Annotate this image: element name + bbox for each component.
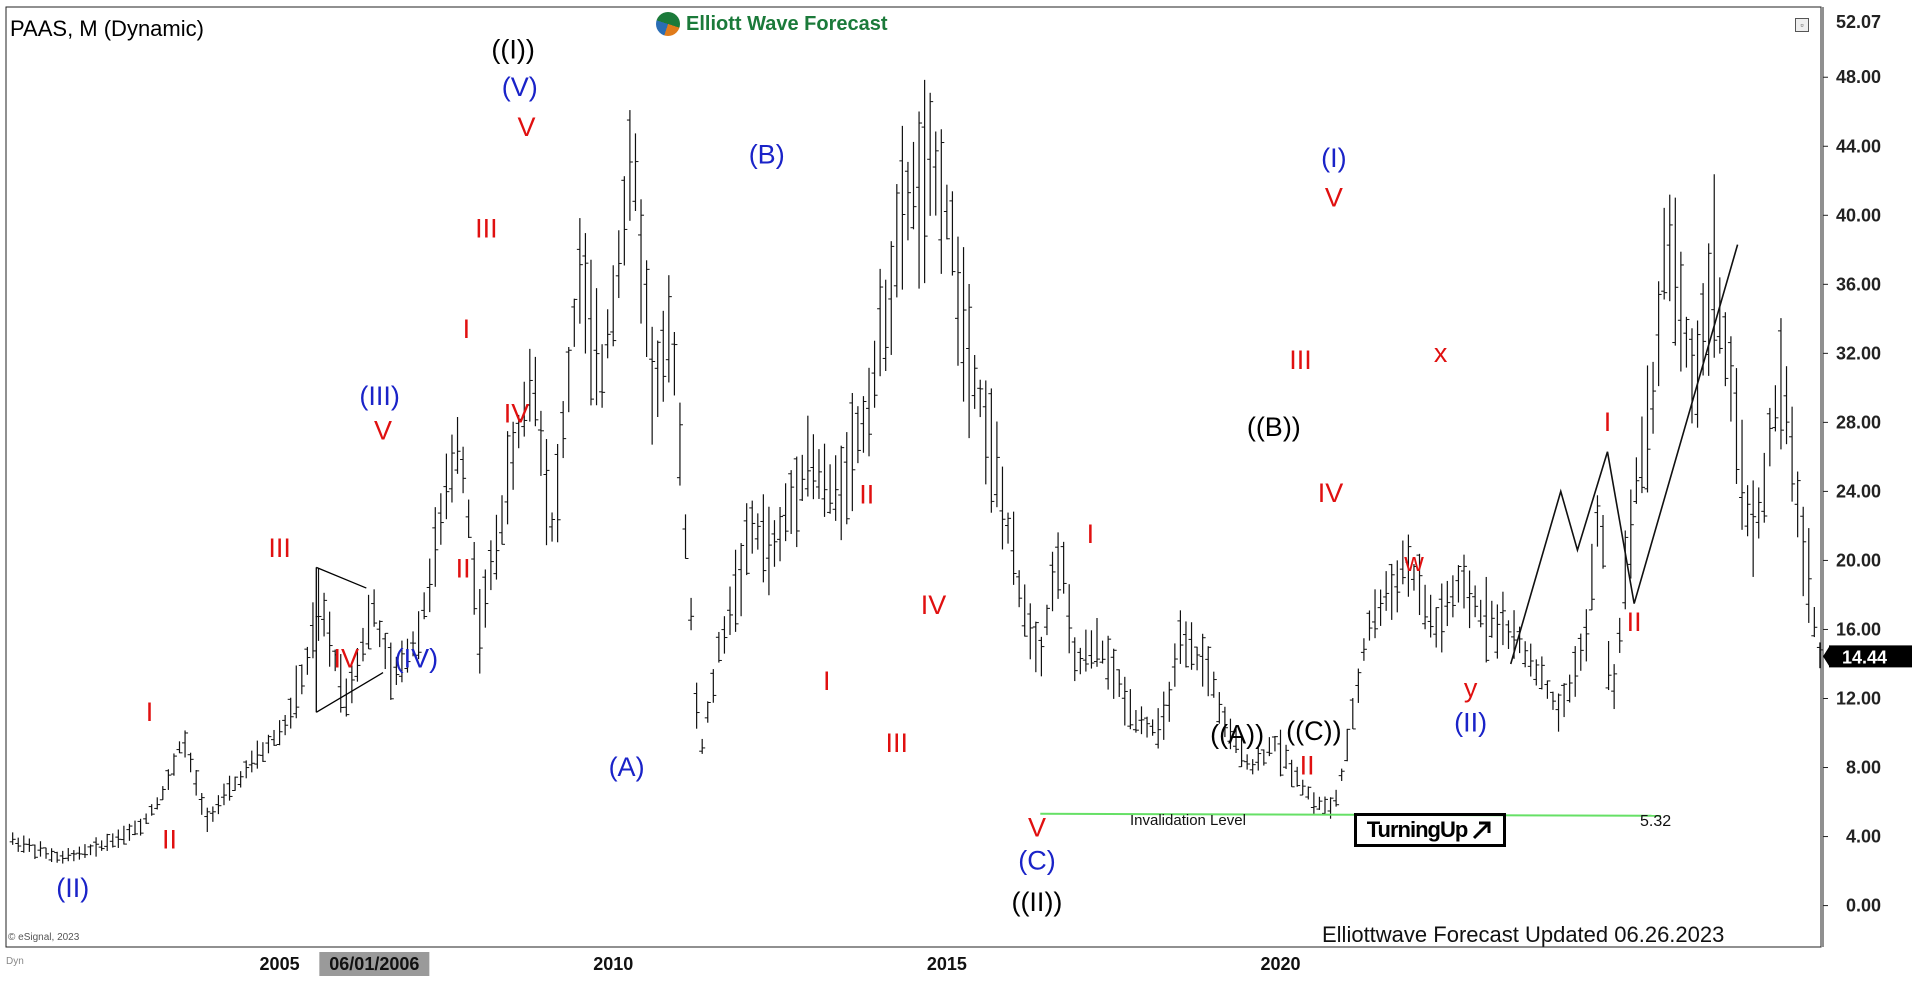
wave-label: II bbox=[1627, 607, 1642, 637]
wave-label: IV bbox=[334, 643, 360, 673]
invalidation-label: Invalidation Level bbox=[1130, 812, 1246, 829]
wave-label: (IV) bbox=[395, 643, 439, 673]
wave-label: (A) bbox=[609, 752, 645, 782]
wave-label: w bbox=[1403, 547, 1424, 577]
wave-label: (II) bbox=[1454, 707, 1487, 737]
wave-label: ((C)) bbox=[1286, 716, 1341, 746]
y-tick-label: 12.00 bbox=[1836, 688, 1881, 708]
last-price-label: 14.44 bbox=[1842, 647, 1887, 667]
wave-label: II bbox=[162, 825, 177, 855]
y-tick-label: 48.00 bbox=[1836, 67, 1881, 87]
wave-label: I bbox=[463, 314, 471, 344]
triangle-line bbox=[316, 566, 367, 589]
invalidation-line bbox=[1040, 812, 1661, 817]
y-tick-label: 4.00 bbox=[1846, 827, 1881, 847]
x-tick-label: 2010 bbox=[593, 954, 633, 974]
last-price-pointer bbox=[1823, 645, 1830, 668]
wave-label: II bbox=[456, 554, 471, 584]
invalidation-value: 5.32 bbox=[1640, 813, 1672, 830]
wave-label: II bbox=[859, 479, 874, 509]
brand-name: Elliott Wave Forecast bbox=[686, 12, 888, 35]
wave-label: III bbox=[886, 728, 909, 758]
wave-label: V bbox=[374, 416, 392, 446]
globe-logo-icon bbox=[656, 12, 680, 36]
x-tick-label: 2015 bbox=[927, 954, 967, 974]
wave-label: III bbox=[268, 533, 291, 563]
x-tick-label: 06/01/2006 bbox=[329, 954, 419, 974]
wave-label: (II) bbox=[56, 873, 89, 903]
wave-label: II bbox=[1300, 750, 1315, 780]
copyright-text: © eSignal, 2023 bbox=[8, 932, 80, 943]
wave-label: (I) bbox=[1321, 143, 1346, 173]
wave-label: x bbox=[1434, 338, 1448, 368]
chart-title: PAAS, M (Dynamic) bbox=[10, 16, 204, 41]
wave-label: ((B)) bbox=[1247, 412, 1301, 442]
last-price-badge bbox=[1829, 645, 1912, 668]
wave-label: (B) bbox=[749, 140, 785, 170]
y-tick-label: 36.00 bbox=[1836, 274, 1881, 294]
wave-label: V bbox=[1028, 813, 1046, 843]
wave-label: V bbox=[517, 112, 535, 142]
wave-label: (C) bbox=[1018, 845, 1055, 875]
x-tick-label: 2005 bbox=[260, 954, 300, 974]
wave-label: III bbox=[1289, 345, 1312, 375]
highlighted-tick-bg bbox=[319, 952, 430, 976]
wave-label: I bbox=[823, 666, 831, 696]
wave-label: ((I)) bbox=[491, 34, 534, 64]
wave-label: ((II)) bbox=[1011, 887, 1062, 917]
wave-label: III bbox=[475, 214, 498, 244]
wave-label: IV bbox=[921, 590, 947, 620]
dyn-indicator: Dyn bbox=[6, 956, 24, 967]
y-tick-label: 0.00 bbox=[1846, 896, 1881, 916]
turning-up-label: TurningUp bbox=[1366, 817, 1469, 842]
wave-label: V bbox=[1325, 183, 1343, 213]
y-tick-label: 28.00 bbox=[1836, 412, 1881, 432]
wave-label: IV bbox=[1318, 478, 1344, 508]
projection-path bbox=[1509, 244, 1739, 665]
top-value-label: 52.07 bbox=[1836, 12, 1881, 32]
brand-logo-block: Elliott Wave Forecast bbox=[656, 12, 888, 36]
y-tick-label: 44.00 bbox=[1836, 136, 1881, 156]
arrow-up-right-icon bbox=[1473, 821, 1491, 840]
y-tick-label: 24.00 bbox=[1836, 481, 1881, 501]
x-tick-label: 2020 bbox=[1260, 954, 1300, 974]
y-tick-label: 8.00 bbox=[1846, 758, 1881, 778]
wave-label: I bbox=[1087, 519, 1095, 549]
wave-label: (III) bbox=[359, 381, 400, 411]
y-tick-label: 20.00 bbox=[1836, 550, 1881, 570]
footer-updated: Elliottwave Forecast Updated 06.26.2023 bbox=[1322, 922, 1725, 947]
y-tick-label: 40.00 bbox=[1836, 205, 1881, 225]
wave-label: I bbox=[1604, 407, 1612, 437]
y-tick-label: 32.00 bbox=[1836, 343, 1881, 363]
wave-label: IV bbox=[504, 398, 530, 428]
turning-up-badge: TurningUp bbox=[1354, 813, 1506, 847]
triangle-line bbox=[315, 672, 384, 713]
wave-label: ((A)) bbox=[1210, 719, 1264, 749]
wave-label: y bbox=[1464, 673, 1478, 703]
wave-label: (V) bbox=[502, 72, 538, 102]
y-tick-label: 16.00 bbox=[1836, 619, 1881, 639]
wave-label: I bbox=[146, 697, 154, 727]
restore-window-icon[interactable]: ▫ bbox=[1795, 18, 1809, 32]
